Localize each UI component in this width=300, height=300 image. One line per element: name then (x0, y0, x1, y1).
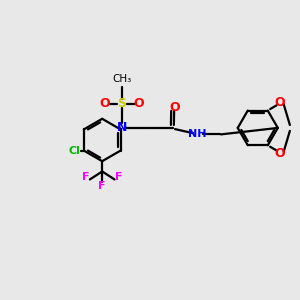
Text: O: O (100, 97, 110, 110)
Text: F: F (98, 181, 106, 191)
Text: CH₃: CH₃ (112, 74, 132, 84)
Text: O: O (275, 96, 286, 109)
Text: O: O (275, 147, 286, 160)
Text: F: F (115, 172, 122, 182)
Text: N: N (117, 122, 127, 134)
Text: O: O (134, 97, 144, 110)
Text: Cl: Cl (68, 146, 80, 156)
Text: NH: NH (188, 129, 206, 140)
Text: S: S (118, 97, 127, 110)
Text: F: F (82, 172, 90, 182)
Text: O: O (170, 101, 180, 114)
